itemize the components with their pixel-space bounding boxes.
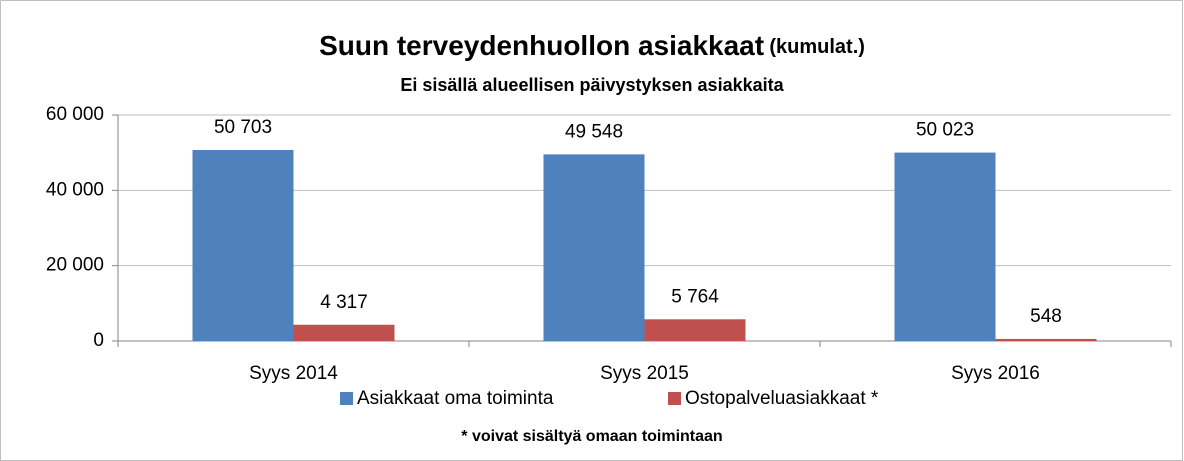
y-tick-label: 20 000 — [46, 255, 104, 276]
bar — [894, 152, 996, 341]
x-tick-label: Syys 2016 — [951, 363, 1040, 384]
footnote: * voivat sisältyä omaan toimintaan — [461, 428, 722, 445]
value-label: 5 764 — [671, 286, 719, 307]
bar — [995, 338, 1097, 341]
bar — [543, 154, 645, 341]
legend-label: Asiakkaat oma toiminta — [357, 388, 554, 409]
value-label: 50 703 — [214, 117, 272, 138]
bar — [293, 324, 395, 341]
x-tick-label: Syys 2015 — [600, 363, 689, 384]
value-label: 50 023 — [916, 120, 974, 141]
title-note: (kumulat.) — [769, 36, 865, 58]
chart-title: Suun terveydenhuollon asiakkaat (kumulat… — [319, 30, 865, 61]
legend-swatch — [340, 392, 353, 405]
y-tick-label: 60 000 — [46, 104, 104, 125]
legend-label: Ostopalveluasiakkaat * — [685, 388, 879, 409]
x-tick-label: Syys 2014 — [249, 363, 338, 384]
y-tick-label: 0 — [93, 330, 104, 351]
legend-swatch — [668, 392, 681, 405]
value-label: 548 — [1030, 306, 1062, 327]
y-tick-label: 40 000 — [46, 179, 104, 200]
chart-subtitle: Ei sisällä alueellisen päivystyksen asia… — [400, 75, 784, 95]
title-main: Suun terveydenhuollon asiakkaat — [319, 30, 764, 61]
value-label: 4 317 — [320, 292, 368, 313]
bar — [644, 319, 746, 341]
bar — [192, 150, 294, 341]
value-label: 49 548 — [565, 121, 623, 142]
